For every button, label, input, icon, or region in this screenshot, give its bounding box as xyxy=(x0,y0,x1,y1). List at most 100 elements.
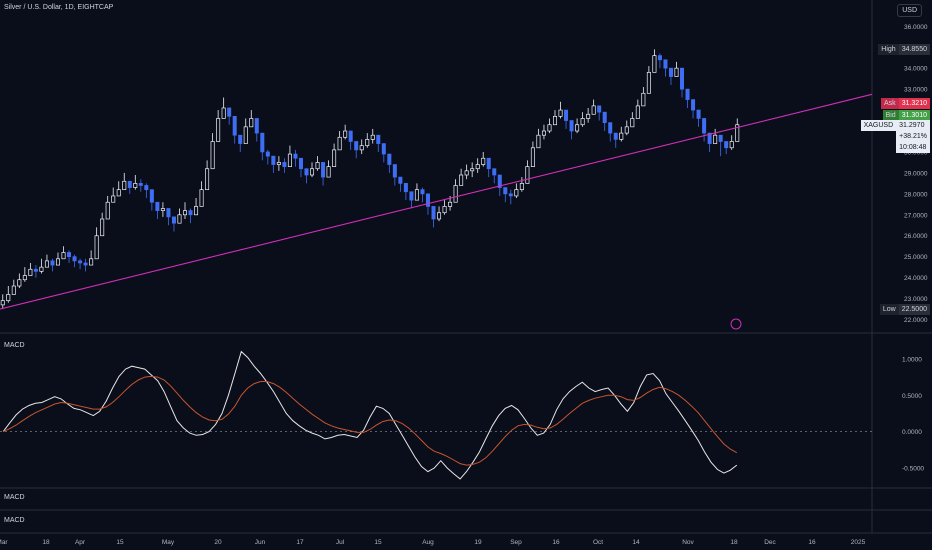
candle-body xyxy=(370,134,375,140)
candle-body xyxy=(348,130,353,142)
candle-body xyxy=(497,174,502,188)
macd-pane-3-title: MACD xyxy=(4,517,25,524)
candle-body xyxy=(646,72,651,94)
price-tick-label: 33.0000 xyxy=(904,87,928,94)
price-tick-label: 27.0000 xyxy=(904,212,928,219)
time-tick-label: 18 xyxy=(730,539,738,546)
high-label: High xyxy=(878,44,899,55)
candle-body xyxy=(729,141,734,149)
candle-body xyxy=(199,189,204,207)
trendline xyxy=(0,93,873,310)
time-tick-label: 17 xyxy=(296,539,304,546)
bid-value: 31.3010 xyxy=(898,110,930,121)
candle-body xyxy=(39,266,44,272)
candle-body xyxy=(420,189,425,195)
time-tick-label: 18 xyxy=(42,539,50,546)
macd-series-line xyxy=(2,375,738,466)
time-tick-label: Apr xyxy=(75,539,86,546)
currency-button[interactable]: USD xyxy=(897,4,922,17)
price-tick-label: 29.0000 xyxy=(904,170,928,177)
candle-body xyxy=(265,151,270,157)
candle-body xyxy=(409,191,414,201)
candle-body xyxy=(6,294,11,302)
candle-body xyxy=(78,260,83,264)
candle-body xyxy=(304,168,309,176)
time-tick-label: Nov xyxy=(682,539,694,546)
candle-body xyxy=(171,216,176,224)
candle-body xyxy=(227,107,232,117)
time-tick-label: May xyxy=(162,539,175,546)
candle-body xyxy=(481,157,486,165)
candle-body xyxy=(608,122,613,134)
last-price-tag: XAGUSD 31.2970 +38.21% 10:08:48 xyxy=(860,120,930,153)
macd-pane-2-title: MACD xyxy=(4,494,25,501)
price-tick-label: 26.0000 xyxy=(904,233,928,240)
candle-body xyxy=(735,124,740,142)
ask-tag: Ask 31.3210 xyxy=(881,98,930,109)
event-marker-icon xyxy=(730,318,742,330)
candle-body xyxy=(160,208,165,211)
candle-body xyxy=(387,153,392,165)
candle-body xyxy=(547,124,552,132)
candle-body xyxy=(448,201,453,207)
candle-body xyxy=(276,162,281,165)
last-price-value: 31.2970 xyxy=(899,122,925,129)
candle-body xyxy=(453,185,458,203)
symbol-label: XAGUSD xyxy=(860,120,897,131)
time-tick-label: Mar xyxy=(0,539,8,546)
candle-body xyxy=(718,134,723,142)
time-tick-label: 15 xyxy=(374,539,382,546)
candle-body xyxy=(216,118,221,142)
candle-body xyxy=(437,212,442,220)
candle-body xyxy=(89,258,94,266)
candle-body xyxy=(11,285,16,295)
candle-body xyxy=(287,153,292,167)
low-value: 22.5000 xyxy=(898,304,930,315)
price-tick-label: 34.0000 xyxy=(904,66,928,73)
candle-body xyxy=(486,157,491,170)
candle-body xyxy=(205,168,210,191)
candle-body xyxy=(188,210,193,216)
candle-body xyxy=(243,126,248,144)
candle-body xyxy=(541,130,546,136)
candle-body xyxy=(580,118,585,126)
candle-body xyxy=(138,183,143,186)
candle-body xyxy=(271,155,276,165)
candle-body xyxy=(657,55,662,61)
candle-body xyxy=(166,208,171,218)
candle-body xyxy=(67,252,72,258)
candle-body xyxy=(282,162,287,167)
candle-body xyxy=(232,116,237,136)
candle-body xyxy=(442,206,447,214)
price-tick-label: 36.0000 xyxy=(904,24,928,31)
candle-body xyxy=(149,189,154,203)
candle-body xyxy=(392,164,397,178)
candle-body xyxy=(713,134,718,144)
bid-tag: Bid 31.3010 xyxy=(882,110,930,121)
candle-body xyxy=(630,118,635,128)
candle-body xyxy=(254,118,259,134)
candle-body xyxy=(332,149,337,167)
candle-body xyxy=(365,139,370,147)
candle-body xyxy=(22,275,27,281)
countdown: 10:08:48 xyxy=(899,144,927,151)
macd-tick-label: 0.5000 xyxy=(902,393,922,400)
candle-body xyxy=(194,206,199,216)
ask-value: 31.3210 xyxy=(898,98,930,109)
macd-series-line xyxy=(2,350,738,480)
candle-body xyxy=(619,132,624,140)
candle-body xyxy=(652,55,657,73)
candle-body xyxy=(55,258,60,266)
candle-body xyxy=(111,195,116,203)
time-tick-label: Sep xyxy=(510,539,522,546)
candle-body xyxy=(133,183,138,188)
candle-body xyxy=(298,157,303,170)
macd-tick-label: -0.5000 xyxy=(902,466,924,473)
candle-body xyxy=(624,126,629,134)
macd-tick-label: 0.0000 xyxy=(902,429,922,436)
low-tag: Low 22.5000 xyxy=(879,304,930,315)
price-tick-label: 23.0000 xyxy=(904,296,928,303)
candle-body xyxy=(668,67,673,77)
candle-body xyxy=(403,183,408,193)
